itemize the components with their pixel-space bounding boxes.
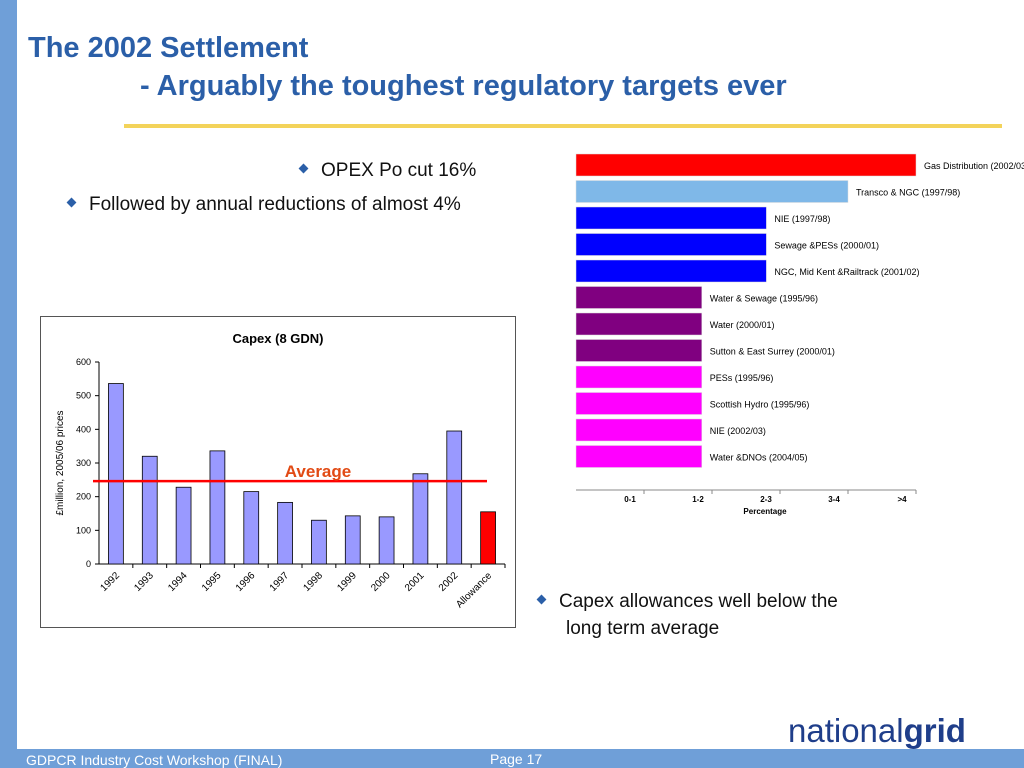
target-bar-label: Gas Distribution (2002/03) bbox=[924, 161, 1024, 171]
regulatory-targets-chart: 0-1 1-2 2-3 3-4 >4 Percentage Gas Distribution… bbox=[575, 153, 1024, 516]
target-bar bbox=[575, 312, 703, 336]
capex-chart-frame: Capex (8 GDN) 0 100 200 300 400 500 600 £million… bbox=[40, 316, 516, 628]
target-bar bbox=[575, 418, 703, 442]
national-grid-logo: nationalgrid bbox=[788, 712, 966, 749]
target-bar-label: PESs (1995/96) bbox=[710, 373, 774, 383]
diamond-bullet-icon bbox=[298, 164, 309, 174]
chart-title: Capex (8 GDN) bbox=[232, 331, 323, 346]
bullet-annual-reductions: Followed by annual reductions of almost … bbox=[66, 194, 461, 216]
target-bar-label: Sewage &PESs (2000/01) bbox=[774, 241, 879, 251]
title-divider bbox=[124, 124, 1002, 128]
diamond-bullet-icon bbox=[536, 595, 547, 605]
x-tick-label: 1992 bbox=[99, 570, 123, 594]
capex-bar bbox=[243, 491, 260, 565]
y-tick-label: 400 bbox=[76, 424, 91, 434]
target-bar bbox=[575, 392, 703, 415]
slide-title: The 2002 Settlement bbox=[28, 32, 309, 64]
x-tick-label: 1993 bbox=[132, 570, 156, 594]
left-accent-stripe bbox=[0, 0, 17, 768]
slide-subtitle: - Arguably the toughest regulatory targe… bbox=[140, 70, 787, 102]
target-bar bbox=[575, 445, 703, 468]
target-bar bbox=[575, 206, 767, 230]
bullet-capex-continued: long term average bbox=[566, 618, 719, 640]
target-bar-label: NGC, Mid Kent &Railtrack (2001/02) bbox=[774, 267, 919, 277]
x-tick-label: 2002 bbox=[437, 570, 461, 594]
capex-bar bbox=[108, 383, 124, 565]
capex-bar bbox=[209, 450, 226, 565]
footer-band bbox=[0, 749, 1024, 768]
target-bar-label: NIE (2002/03) bbox=[710, 426, 766, 436]
bullet-text: Followed by annual reductions of almost … bbox=[89, 194, 461, 215]
capex-chart: Capex (8 GDN) 0 100 200 300 400 500 600 £million… bbox=[55, 331, 506, 610]
x-tick-label: Allowance bbox=[454, 570, 494, 610]
y-tick-label: 300 bbox=[76, 458, 91, 468]
x-tick-label: 2001 bbox=[403, 570, 427, 594]
x-tick-label: 1-2 bbox=[692, 495, 704, 504]
bullet-capex: Capex allowances well below the bbox=[536, 591, 838, 613]
target-bar-label: Water & Sewage (1995/96) bbox=[710, 294, 818, 304]
target-bar bbox=[575, 339, 703, 362]
capex-bar bbox=[311, 519, 327, 565]
capex-bar bbox=[480, 511, 496, 565]
bullet-text: long term average bbox=[566, 618, 720, 639]
x-tick-label: 1999 bbox=[335, 570, 359, 594]
y-tick-label: 500 bbox=[76, 391, 91, 401]
target-bar bbox=[575, 153, 917, 177]
x-tick-label: 2-3 bbox=[760, 495, 772, 504]
capex-bar bbox=[141, 455, 158, 565]
x-tick-label: 3-4 bbox=[828, 495, 840, 504]
page-number: Page 17 bbox=[490, 751, 543, 767]
y-tick-label: 100 bbox=[76, 525, 91, 535]
bullet-text: Capex allowances well below the bbox=[559, 591, 838, 612]
x-tick-label: >4 bbox=[897, 495, 907, 504]
capex-bar bbox=[175, 486, 192, 565]
target-bar bbox=[575, 259, 767, 283]
target-bar-label: Transco & NGC (1997/98) bbox=[856, 188, 960, 198]
x-tick-label: 1997 bbox=[268, 570, 292, 594]
y-tick-label: 200 bbox=[76, 492, 91, 502]
bullet-opex: OPEX Po cut 16% bbox=[298, 160, 477, 182]
capex-bar bbox=[378, 516, 395, 565]
x-tick-label: 1996 bbox=[234, 570, 258, 594]
target-bar-label: Water &DNOs (2004/05) bbox=[710, 453, 808, 463]
y-tick-label: 600 bbox=[76, 357, 91, 367]
x-tick-label: 1998 bbox=[302, 570, 326, 594]
target-bar bbox=[575, 286, 703, 309]
target-bar-label: Sutton & East Surrey (2000/01) bbox=[710, 347, 835, 357]
y-tick-label: 0 bbox=[86, 559, 91, 569]
average-label: Average bbox=[285, 462, 351, 481]
diamond-bullet-icon bbox=[66, 198, 77, 208]
capex-bar bbox=[277, 501, 293, 565]
target-bar bbox=[575, 233, 767, 256]
x-tick-label: 1994 bbox=[166, 570, 190, 594]
x-axis-label: Percentage bbox=[743, 507, 787, 516]
target-bar-label: Scottish Hydro (1995/96) bbox=[710, 400, 810, 410]
x-tick-label: 1995 bbox=[200, 570, 224, 594]
target-bar-label: Water (2000/01) bbox=[710, 320, 775, 330]
target-bar bbox=[575, 365, 703, 389]
capex-bar bbox=[344, 515, 361, 565]
footer-text: GDPCR Industry Cost Workshop (FINAL) bbox=[26, 752, 283, 768]
capex-bar bbox=[446, 430, 463, 565]
x-tick-label: 2000 bbox=[369, 570, 393, 594]
target-bar bbox=[575, 180, 849, 203]
y-axis-label: £million, 2005/06 prices bbox=[55, 410, 66, 515]
capex-bar bbox=[412, 473, 429, 565]
x-tick-label: 0-1 bbox=[624, 495, 636, 504]
bullet-text: OPEX Po cut 16% bbox=[321, 160, 477, 181]
target-bar-label: NIE (1997/98) bbox=[774, 214, 830, 224]
